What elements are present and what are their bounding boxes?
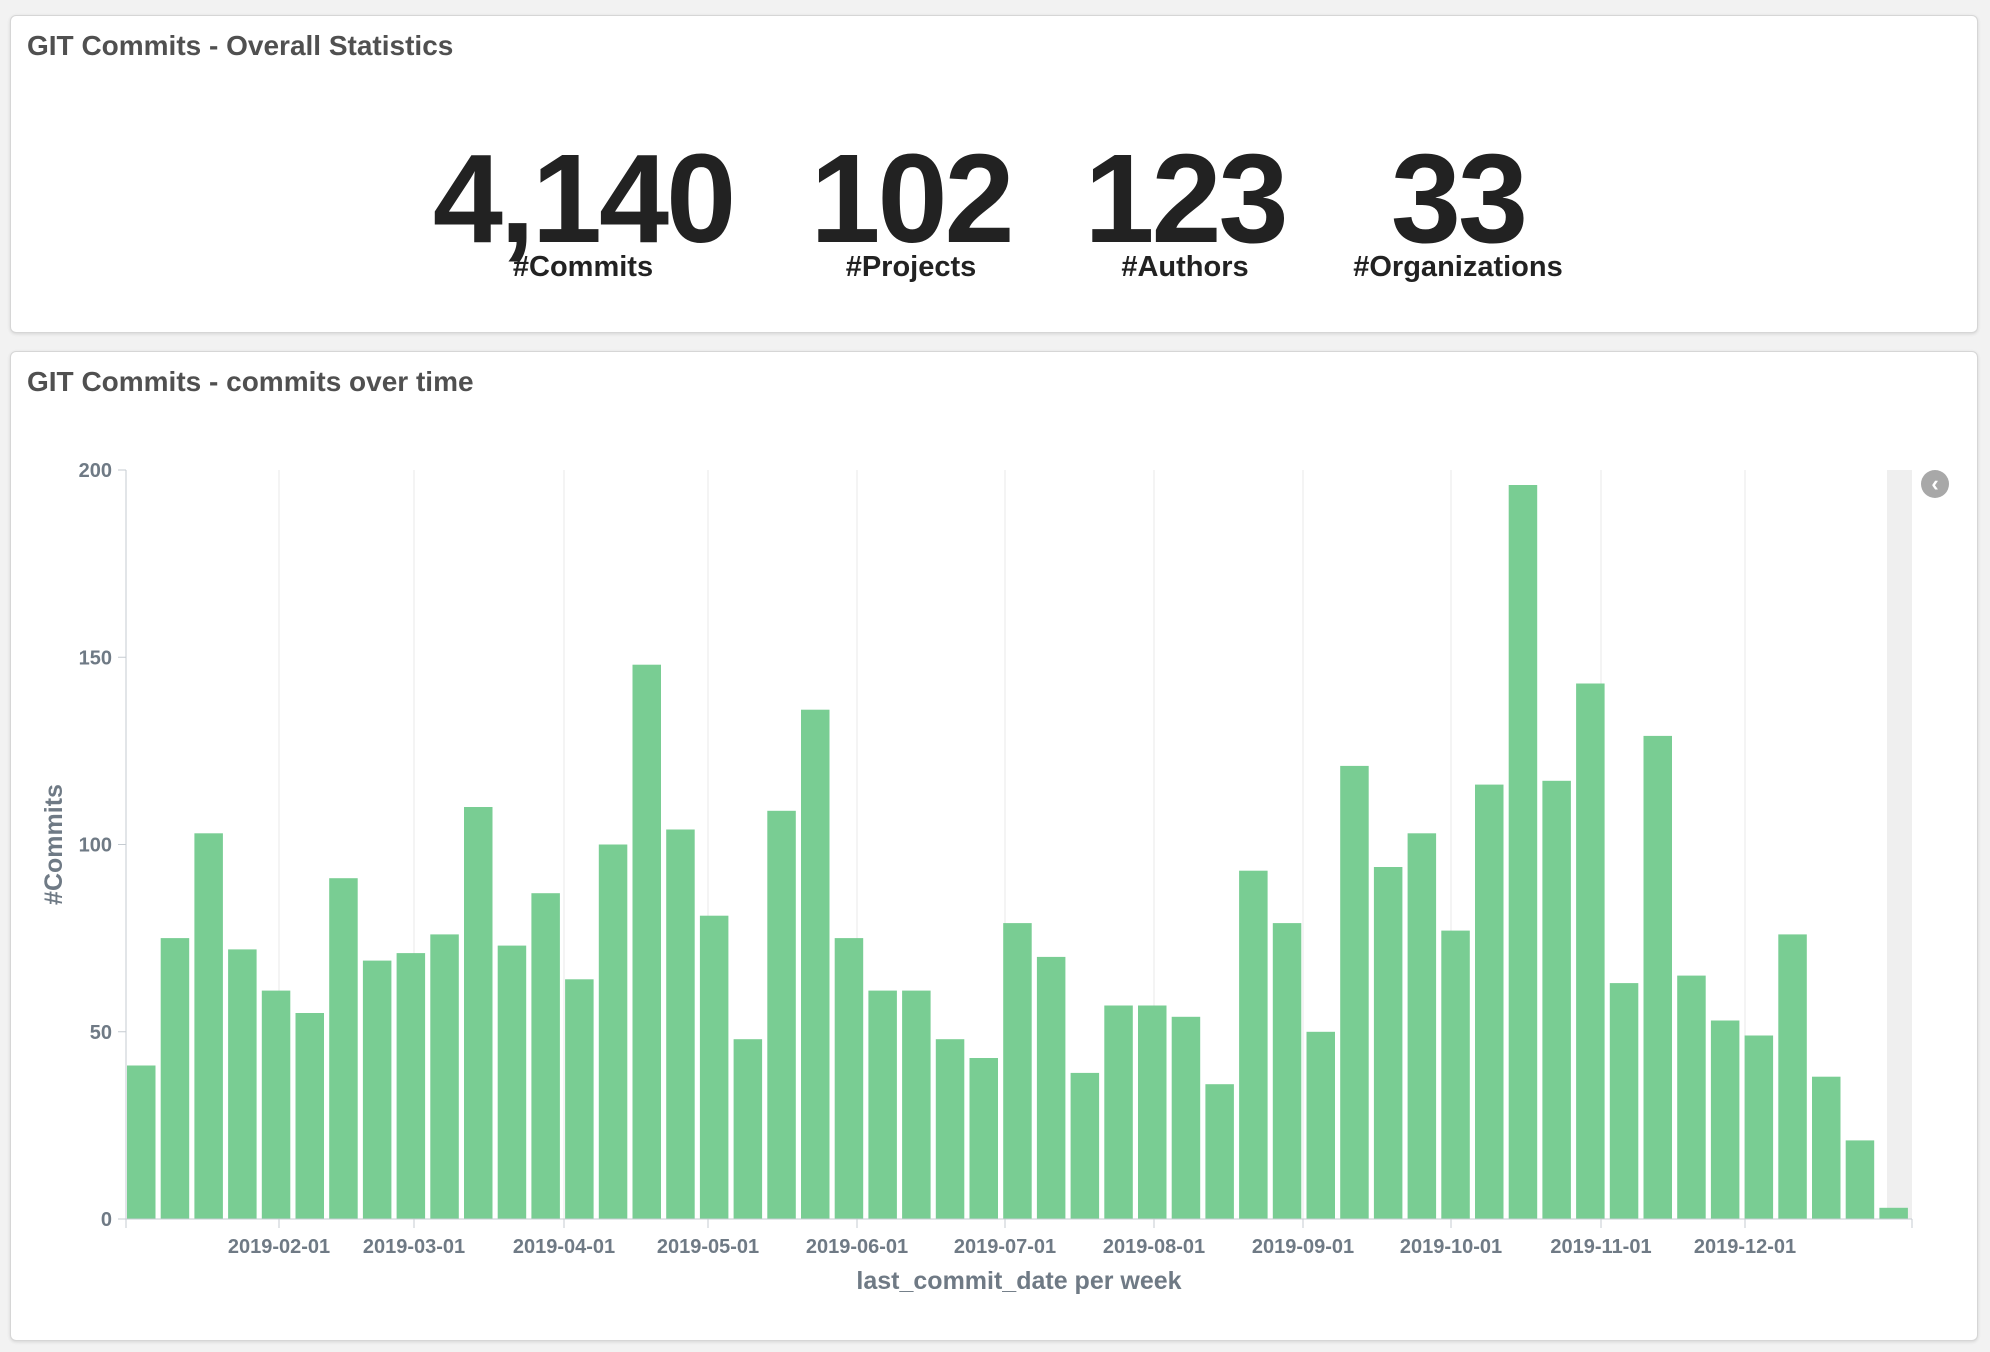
bar bbox=[565, 979, 594, 1219]
x-tick-label: 2019-11-01 bbox=[1550, 1236, 1651, 1258]
bar bbox=[430, 934, 459, 1219]
y-axis-title: #Commits bbox=[40, 784, 68, 905]
y-tick-label: 50 bbox=[90, 1022, 112, 1044]
x-tick-label: 2019-02-01 bbox=[228, 1236, 330, 1258]
x-tick-label: 2019-05-01 bbox=[657, 1236, 759, 1258]
bar bbox=[1070, 1072, 1100, 1219]
bar bbox=[1609, 983, 1639, 1219]
bar bbox=[1710, 1020, 1740, 1219]
bar bbox=[1879, 1207, 1908, 1219]
panel-title: GIT Commits - Overall Statistics bbox=[27, 30, 454, 61]
bar bbox=[1441, 930, 1470, 1219]
x-tick-label: 2019-08-01 bbox=[1103, 1236, 1205, 1258]
bar bbox=[362, 960, 392, 1219]
plot-shading bbox=[1887, 470, 1912, 1219]
bar bbox=[1306, 1031, 1335, 1220]
bar bbox=[329, 878, 358, 1219]
bar bbox=[295, 1013, 324, 1219]
bar bbox=[228, 949, 257, 1219]
metrics-row: 4,140 #Commits 102 #Projects 123 #Author… bbox=[11, 128, 1977, 320]
chevron-left-icon[interactable]: ‹ bbox=[1921, 470, 1949, 498]
bar bbox=[1239, 870, 1268, 1219]
bar bbox=[935, 1039, 965, 1219]
bar bbox=[1272, 923, 1302, 1219]
metric-value: 123 bbox=[1084, 128, 1288, 269]
bar bbox=[1003, 923, 1032, 1219]
bar bbox=[396, 953, 426, 1219]
y-tick-label: 200 bbox=[79, 460, 112, 482]
commits-over-time-panel: GIT Commits - commits over time 0 50 100 15… bbox=[10, 351, 1978, 1341]
metric-commits: 4,140 #Commits bbox=[432, 128, 736, 284]
x-tick-label: 2019-06-01 bbox=[806, 1236, 908, 1258]
bar bbox=[902, 990, 931, 1219]
bar bbox=[1778, 934, 1807, 1219]
bar bbox=[733, 1039, 763, 1219]
bar bbox=[1138, 1005, 1167, 1219]
bar bbox=[598, 844, 628, 1219]
metric-authors: 123 #Authors bbox=[1084, 128, 1288, 284]
bar bbox=[1643, 735, 1672, 1219]
x-tick-label: 2019-04-01 bbox=[513, 1236, 615, 1258]
bar bbox=[834, 938, 864, 1219]
x-tick-label: 2019-07-01 bbox=[954, 1236, 1056, 1258]
overall-statistics-panel: GIT Commits - Overall Statistics 4,140 #… bbox=[10, 15, 1978, 333]
bar bbox=[261, 990, 291, 1219]
bar bbox=[666, 829, 695, 1219]
bar bbox=[1340, 765, 1369, 1219]
metric-value: 102 bbox=[810, 128, 1014, 269]
bar bbox=[767, 810, 796, 1219]
y-tick-label: 150 bbox=[79, 647, 112, 669]
bar bbox=[1677, 975, 1706, 1219]
bar bbox=[1845, 1140, 1875, 1219]
x-tick-label: 2019-03-01 bbox=[363, 1236, 465, 1258]
bar bbox=[632, 664, 661, 1219]
bar bbox=[1373, 867, 1403, 1219]
bar bbox=[1104, 1005, 1133, 1219]
y-tick-label: 0 bbox=[101, 1209, 112, 1231]
metric-projects: 102 #Projects bbox=[810, 128, 1014, 284]
bar bbox=[531, 893, 560, 1219]
x-tick-label: 2019-12-01 bbox=[1694, 1236, 1796, 1258]
metric-label: #Projects bbox=[845, 251, 977, 283]
y-tick-label: 100 bbox=[79, 835, 112, 857]
panel-title: GIT Commits - commits over time bbox=[27, 366, 474, 397]
bar bbox=[699, 915, 729, 1219]
bar bbox=[1036, 956, 1066, 1219]
commits-bar-chart: 0 50 100 150 200 2019-02-01 2019-03-01 2019-04-… bbox=[40, 460, 1913, 1295]
bar bbox=[160, 938, 190, 1219]
bar bbox=[194, 833, 223, 1219]
bar bbox=[868, 990, 897, 1219]
bar bbox=[969, 1058, 998, 1219]
bar bbox=[1508, 485, 1538, 1219]
bar bbox=[1407, 833, 1437, 1219]
bar bbox=[1812, 1076, 1841, 1219]
metric-value: 33 bbox=[1390, 128, 1528, 269]
metric-value: 4,140 bbox=[432, 128, 736, 269]
bar bbox=[1205, 1084, 1234, 1219]
metric-label: #Commits bbox=[512, 251, 654, 283]
bar bbox=[127, 1065, 156, 1219]
x-tick-label: 2019-10-01 bbox=[1400, 1236, 1502, 1258]
metric-organizations: 33 #Organizations bbox=[1353, 128, 1563, 284]
x-tick-label: 2019-09-01 bbox=[1252, 1236, 1354, 1258]
bar bbox=[801, 709, 830, 1219]
metric-label: #Authors bbox=[1121, 251, 1249, 283]
bar bbox=[1171, 1016, 1201, 1219]
x-axis-title: last_commit_date per week bbox=[856, 1267, 1181, 1295]
bar bbox=[1576, 683, 1605, 1219]
metric-label: #Organizations bbox=[1353, 251, 1563, 283]
bar bbox=[464, 807, 493, 1219]
bar bbox=[1475, 784, 1504, 1219]
bar bbox=[1542, 780, 1571, 1219]
bar bbox=[497, 945, 527, 1219]
bar bbox=[1744, 1035, 1774, 1219]
